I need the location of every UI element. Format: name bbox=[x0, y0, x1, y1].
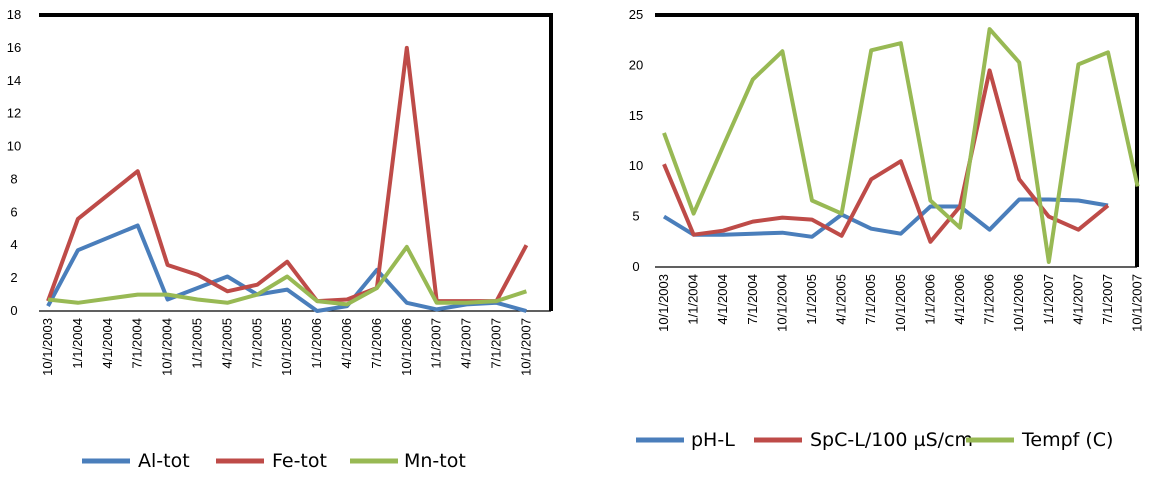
y-tick-label: 10 bbox=[629, 158, 643, 173]
x-tick-label: 10/1/2003 bbox=[656, 274, 671, 332]
series-line-tempf bbox=[662, 27, 1140, 264]
x-tick-label: 1/1/2005 bbox=[804, 274, 819, 325]
y-tick-label: 15 bbox=[629, 108, 643, 123]
series-line-al-tot bbox=[46, 223, 527, 313]
legend-label: Tempf (C) bbox=[1021, 429, 1113, 451]
y-tick-label: 25 bbox=[629, 7, 643, 22]
y-tick-label: 6 bbox=[10, 204, 17, 219]
x-tick-label: 1/1/2005 bbox=[190, 318, 205, 369]
x-tick-label: 1/1/2007 bbox=[429, 318, 444, 369]
x-tick-label: 10/1/2007 bbox=[518, 318, 533, 376]
x-tick-label: 4/1/2004 bbox=[715, 274, 730, 325]
x-tick-label: 4/1/2007 bbox=[459, 318, 474, 369]
y-tick-label: 20 bbox=[629, 57, 643, 72]
y-tick-label: 16 bbox=[7, 40, 21, 55]
legend-label: Mn-tot bbox=[404, 450, 466, 472]
x-tick-label: 7/1/2007 bbox=[1100, 274, 1115, 325]
x-tick-label: 10/1/2007 bbox=[1130, 274, 1145, 332]
x-tick-label: 10/1/2004 bbox=[160, 318, 175, 376]
x-tick-label: 10/1/2005 bbox=[279, 318, 294, 376]
legend-label: SpC-L/100 µS/cm bbox=[810, 429, 973, 451]
x-tick-label: 10/1/2003 bbox=[40, 318, 55, 376]
x-tick-label: 10/1/2006 bbox=[1011, 274, 1026, 332]
x-tick-label: 1/1/2004 bbox=[70, 318, 85, 369]
x-tick-label: 1/1/2006 bbox=[309, 318, 324, 369]
x-tick-label: 4/1/2007 bbox=[1070, 274, 1085, 325]
y-tick-label: 8 bbox=[10, 171, 17, 186]
y-tick-label: 4 bbox=[10, 237, 17, 252]
y-tick-label: 14 bbox=[7, 73, 21, 88]
chart-1: 0 2 4 6 8 10 12 14 16 18 10/1/2003 1/1/2004 4/1/2004… bbox=[7, 7, 553, 472]
x-tick-label: 7/1/2007 bbox=[489, 318, 504, 369]
y-tick-label: 10 bbox=[7, 139, 21, 154]
legend-label: pH-L bbox=[691, 429, 735, 451]
x-tick-label: 10/1/2005 bbox=[893, 274, 908, 332]
x-tick-label: 1/1/2006 bbox=[922, 274, 937, 325]
x-tick-label: 7/1/2004 bbox=[130, 318, 145, 369]
x-tick-label: 4/1/2005 bbox=[219, 318, 234, 369]
x-tick-label: 10/1/2006 bbox=[399, 318, 414, 376]
x-tick-label: 4/1/2006 bbox=[339, 318, 354, 369]
series-line-fe-tot bbox=[46, 45, 529, 304]
y-tick-label: 2 bbox=[10, 270, 17, 285]
x-tick-label: 1/1/2007 bbox=[1041, 274, 1056, 325]
x-tick-label: 7/1/2006 bbox=[369, 318, 384, 369]
y-tick-label: 5 bbox=[632, 209, 639, 224]
x-tick-label: 7/1/2004 bbox=[745, 274, 760, 325]
x-tick-label: 4/1/2005 bbox=[834, 274, 849, 325]
chart-2: 0 5 10 15 20 25 10/1/2003 1/1/2004 4/1/2004 7/1/2… bbox=[629, 7, 1145, 451]
x-tick-label: 4/1/2004 bbox=[100, 318, 115, 369]
x-tick-label: 7/1/2005 bbox=[863, 274, 878, 325]
y-tick-label: 0 bbox=[632, 259, 639, 274]
legend-label: Al-tot bbox=[138, 450, 190, 472]
x-tick-label: 10/1/2004 bbox=[774, 274, 789, 332]
series-line-mn-tot bbox=[47, 244, 528, 307]
series-line-spc-l-100 bbox=[662, 68, 1110, 244]
x-tick-label: 7/1/2005 bbox=[249, 318, 264, 369]
x-tick-label: 7/1/2006 bbox=[982, 274, 997, 325]
legend-label: Fe-tot bbox=[272, 450, 327, 472]
y-tick-label: 0 bbox=[10, 303, 17, 318]
y-tick-label: 18 bbox=[7, 7, 21, 22]
x-tick-label: 1/1/2004 bbox=[686, 274, 701, 325]
x-tick-label: 4/1/2006 bbox=[952, 274, 967, 325]
y-tick-label: 12 bbox=[7, 106, 21, 121]
